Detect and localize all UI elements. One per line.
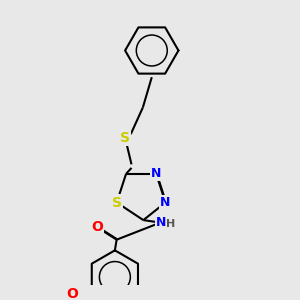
- Text: N: N: [156, 217, 166, 230]
- Text: S: S: [120, 131, 130, 145]
- Text: H: H: [167, 219, 176, 230]
- Text: O: O: [91, 220, 103, 234]
- Text: N: N: [151, 167, 161, 180]
- Text: N: N: [160, 196, 171, 209]
- Text: S: S: [112, 196, 122, 209]
- Text: O: O: [66, 287, 78, 300]
